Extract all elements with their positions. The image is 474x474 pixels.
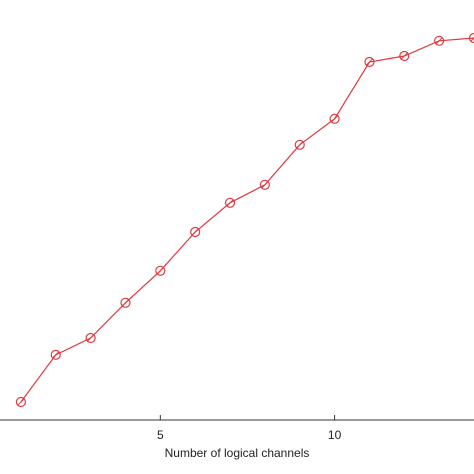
marker-cross <box>52 351 60 359</box>
data-line <box>20 37 474 403</box>
x-tick-label: 5 <box>157 428 164 442</box>
marker-cross <box>191 228 199 236</box>
marker-cross <box>261 181 269 189</box>
data-point <box>329 113 340 124</box>
data-point <box>85 332 96 344</box>
data-point <box>364 56 375 68</box>
x-axis-label: Number of logical channels <box>165 446 310 460</box>
data-point <box>468 32 474 44</box>
marker-cross <box>156 267 164 275</box>
marker-cross <box>87 334 95 342</box>
data-point <box>294 139 305 150</box>
data-point <box>120 297 131 308</box>
marker-cross <box>400 52 408 60</box>
marker-cross <box>365 58 373 66</box>
data-point <box>15 396 27 408</box>
data-point <box>224 197 236 208</box>
data-point <box>399 50 410 62</box>
marker-cross <box>435 37 443 45</box>
marker-cross <box>226 199 234 207</box>
marker-cross <box>470 37 474 42</box>
data-point <box>155 265 166 276</box>
marker-cross <box>331 115 339 123</box>
marker-cross <box>121 299 130 307</box>
data-point <box>50 349 61 360</box>
data-point <box>190 226 201 238</box>
x-tick-label: 10 <box>328 428 342 442</box>
data-point <box>434 35 445 46</box>
data-point <box>259 179 270 190</box>
marker-cross <box>17 398 25 406</box>
marker-cross <box>296 141 304 149</box>
